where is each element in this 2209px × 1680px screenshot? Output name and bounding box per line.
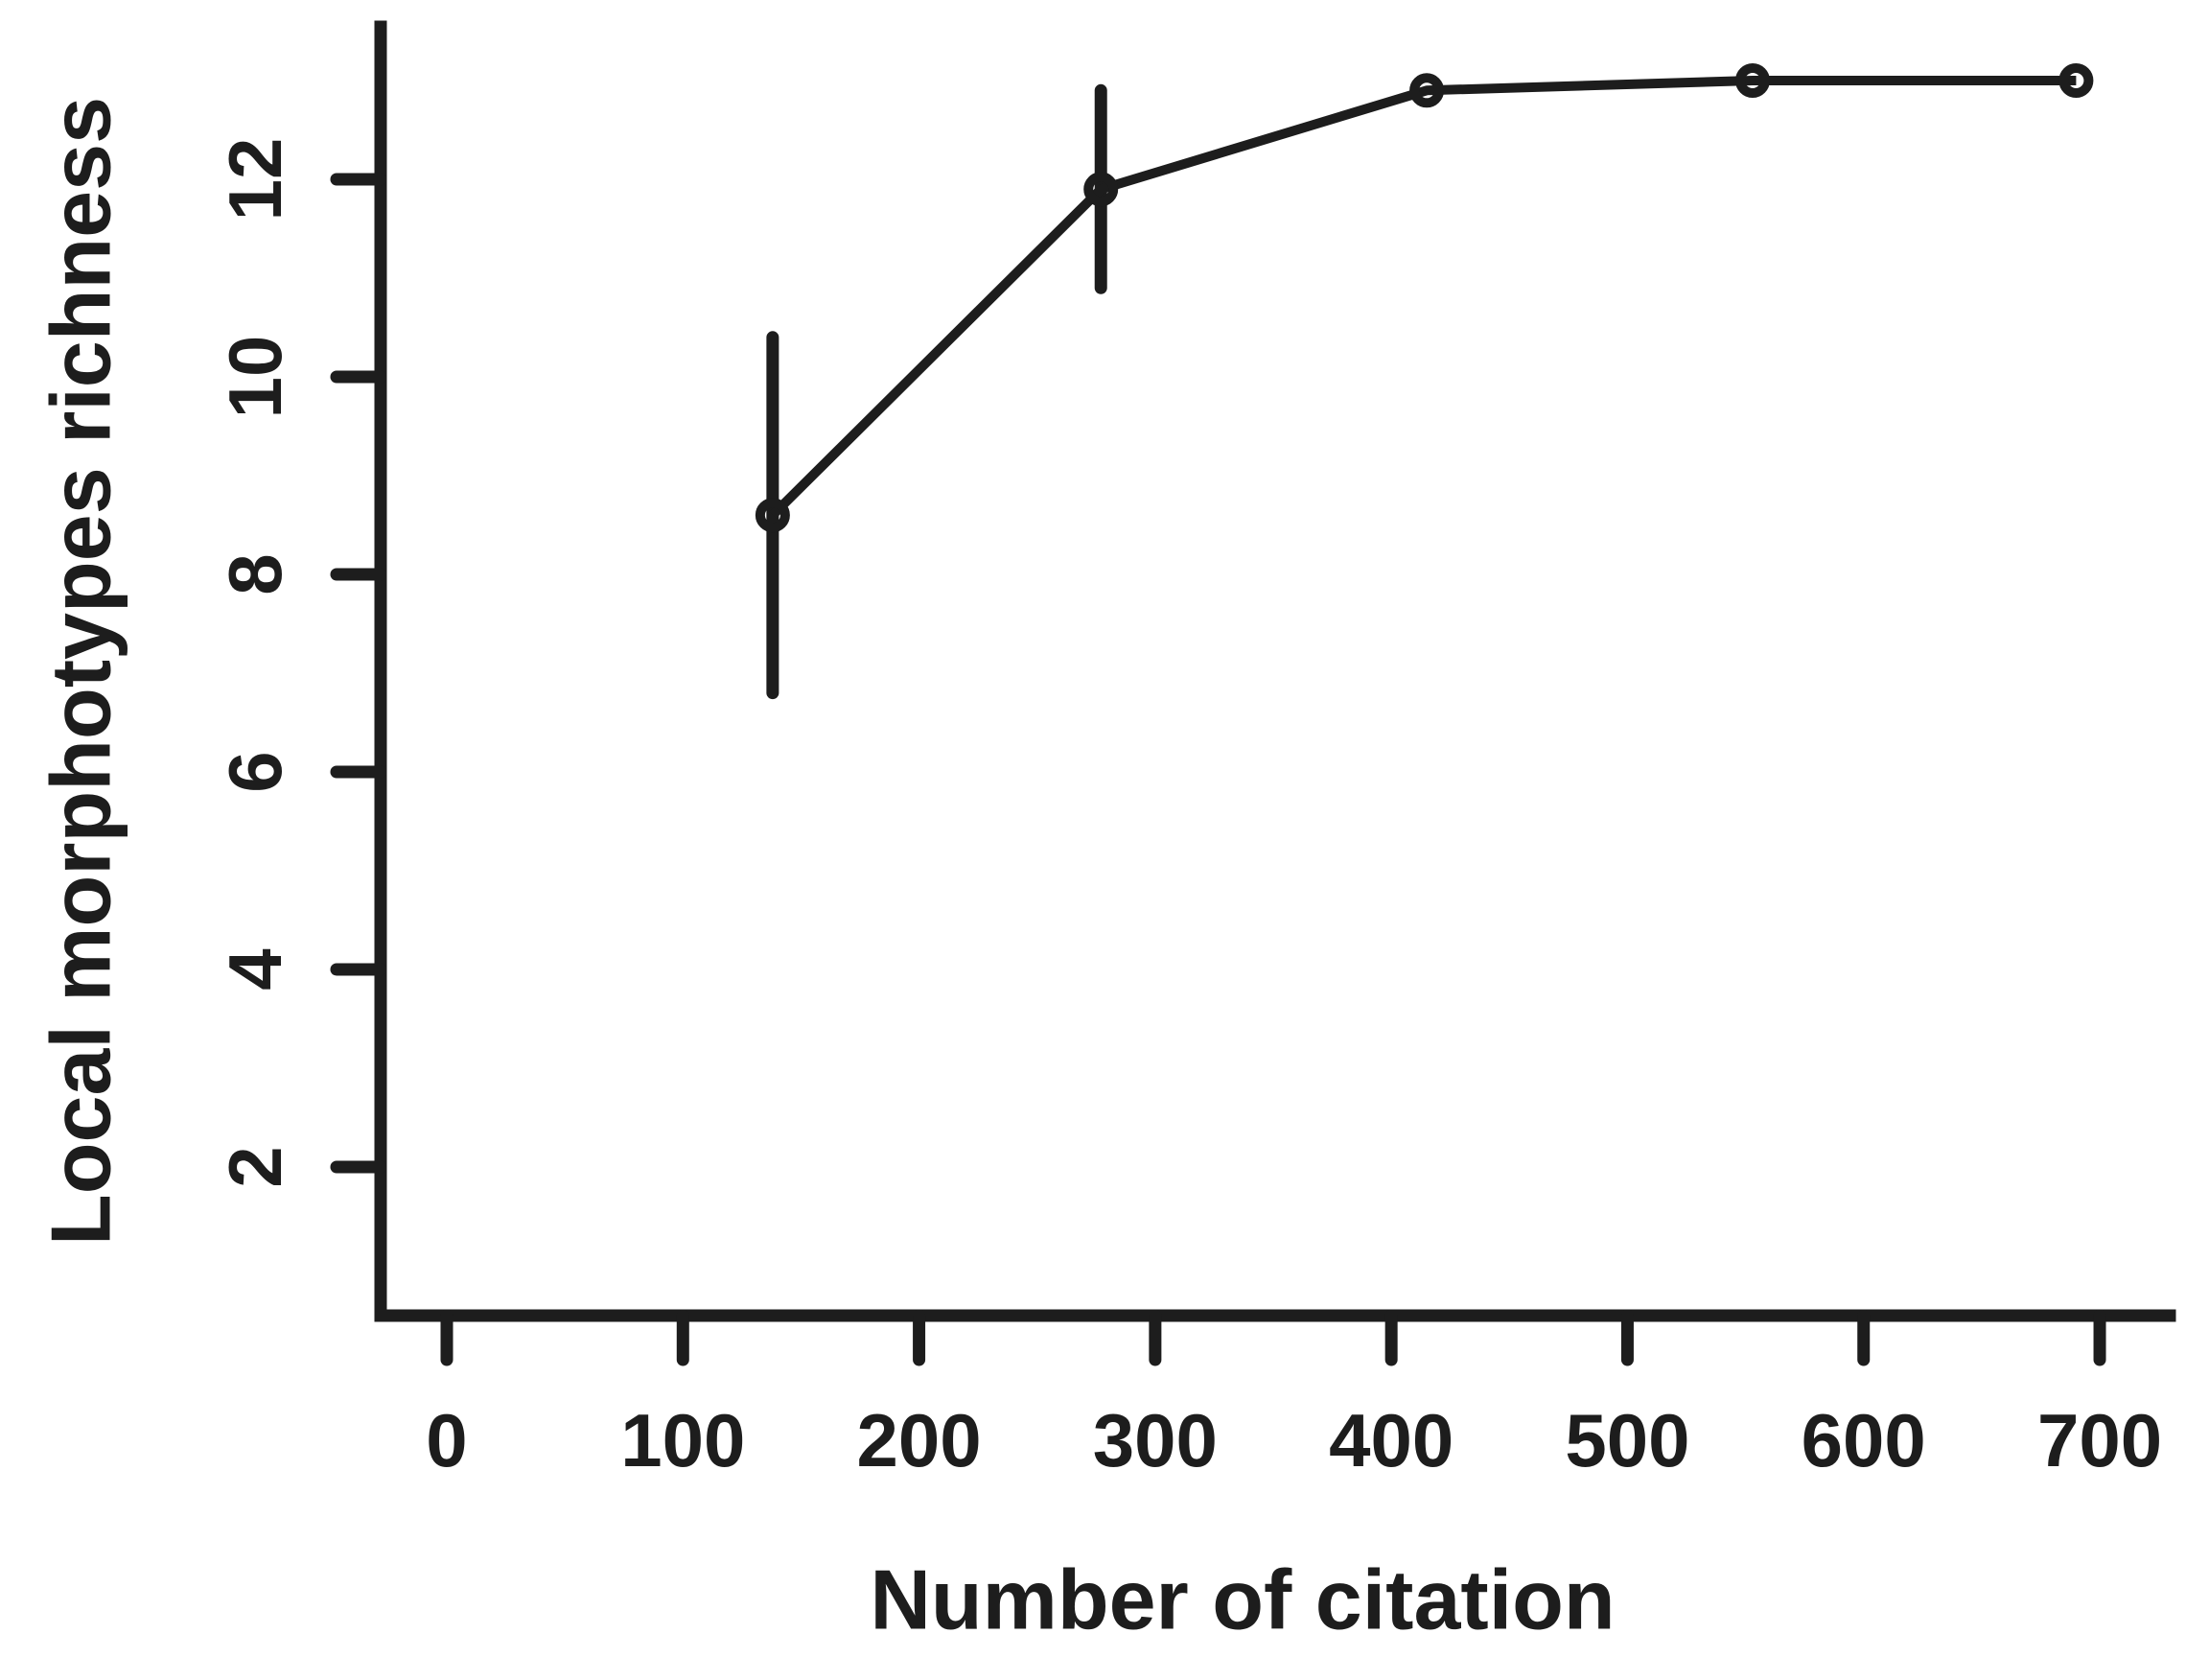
data-point-marker [1734,63,1770,98]
y-tick-label: 12 [213,138,297,222]
data-point-marker [1083,172,1119,207]
y-tick-label: 10 [213,336,297,419]
x-tick-label: 700 [2037,1398,2162,1482]
y-tick-label: 6 [213,751,297,792]
x-tick-label: 500 [1565,1398,1689,1482]
y-tick-label: 4 [213,948,297,990]
x-tick-label: 200 [857,1398,982,1482]
x-tick-label: 600 [1802,1398,1926,1482]
data-point-marker [2058,63,2094,98]
x-tick-label: 100 [620,1398,745,1482]
x-axis-title: Number of citation [870,1552,1615,1647]
y-tick-label: 8 [213,553,297,595]
y-tick-label: 2 [213,1146,297,1187]
data-point-marker [755,498,790,533]
series-line [769,76,2077,519]
y-axis-title: Local morphotypes richness [34,97,128,1246]
x-tick-label: 0 [426,1398,467,1482]
x-tick-label: 300 [1093,1398,1218,1482]
data-point-marker [1409,73,1445,108]
x-tick-label: 400 [1329,1398,1453,1482]
